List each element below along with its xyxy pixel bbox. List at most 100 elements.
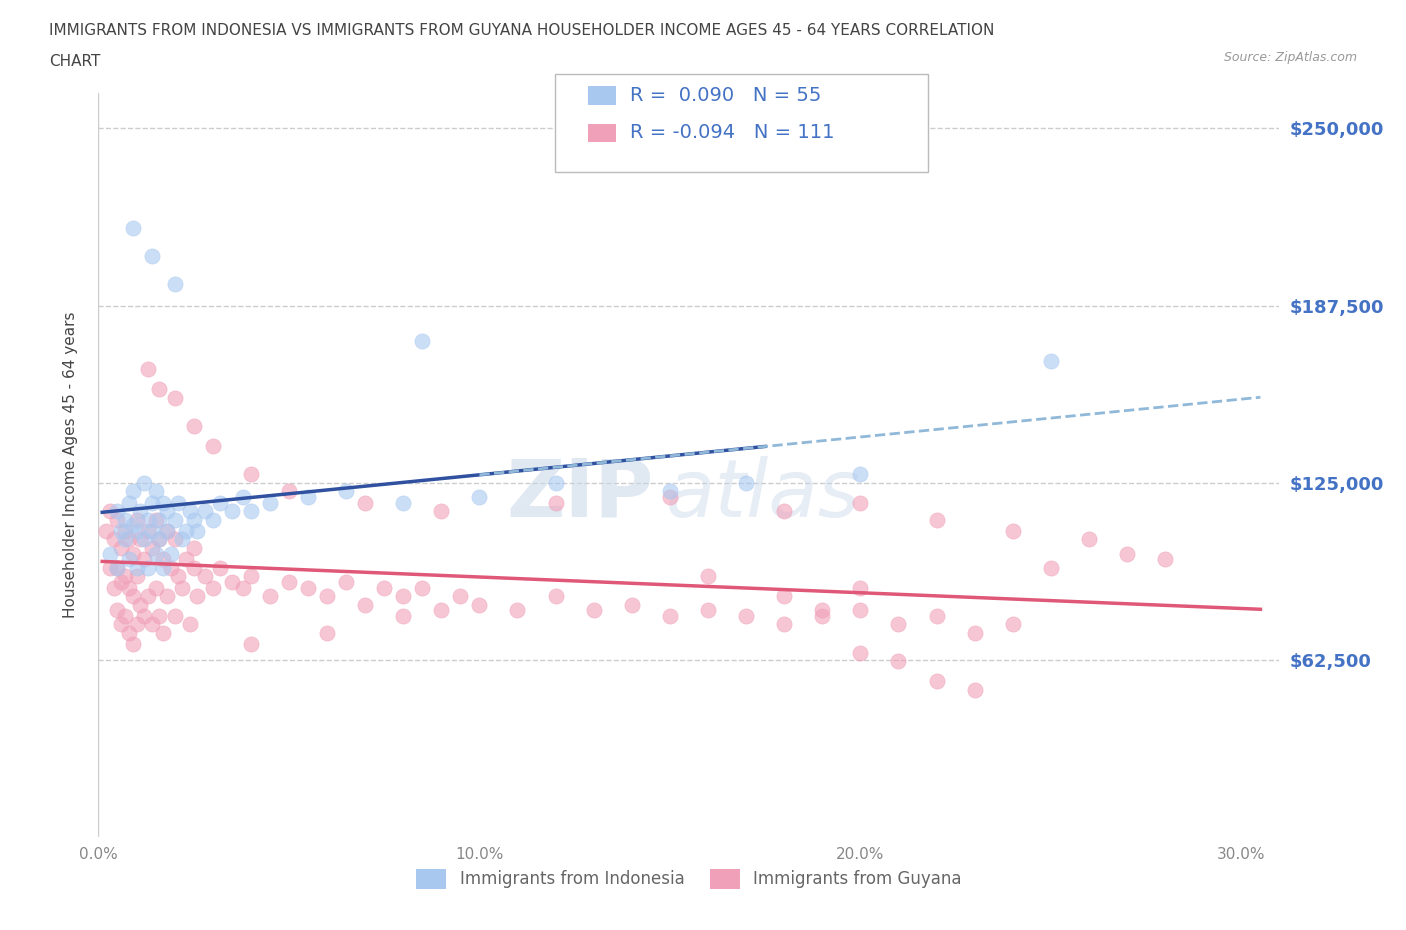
Point <box>167 495 190 510</box>
Point <box>849 495 872 510</box>
Point <box>110 540 132 555</box>
Point <box>148 512 170 527</box>
Point <box>316 626 339 641</box>
Point <box>152 495 174 510</box>
Point <box>103 580 125 595</box>
Point <box>134 532 156 547</box>
Point <box>232 489 254 504</box>
Point <box>335 484 357 498</box>
Point <box>201 580 224 595</box>
Point <box>411 580 433 595</box>
Point <box>129 597 152 612</box>
Point <box>186 589 208 604</box>
Point <box>121 518 143 533</box>
Point <box>544 495 567 510</box>
Point <box>392 589 415 604</box>
Point <box>156 504 179 519</box>
Point <box>183 512 205 527</box>
Point <box>209 495 232 510</box>
Point <box>141 540 163 555</box>
Point <box>107 504 129 519</box>
Point <box>98 560 121 575</box>
Point <box>136 362 159 377</box>
Point <box>163 512 186 527</box>
Point <box>118 580 141 595</box>
Point <box>114 512 136 527</box>
Point <box>114 608 136 623</box>
Point <box>221 575 243 590</box>
Point <box>887 654 910 669</box>
Point <box>152 560 174 575</box>
Point <box>277 575 299 590</box>
Point <box>887 617 910 631</box>
Point <box>735 608 758 623</box>
Point <box>468 597 491 612</box>
Point <box>98 546 121 561</box>
Point <box>1039 353 1062 368</box>
Point <box>259 589 281 604</box>
Point <box>134 551 156 566</box>
Point <box>963 626 986 641</box>
Text: IMMIGRANTS FROM INDONESIA VS IMMIGRANTS FROM GUYANA HOUSEHOLDER INCOME AGES 45 -: IMMIGRANTS FROM INDONESIA VS IMMIGRANTS … <box>49 23 994 38</box>
Point <box>449 589 471 604</box>
Point <box>183 418 205 433</box>
Point <box>163 277 186 292</box>
Point <box>1001 524 1024 538</box>
Point <box>239 504 262 519</box>
Point <box>136 589 159 604</box>
Point <box>183 560 205 575</box>
Point <box>121 589 143 604</box>
Point <box>118 532 141 547</box>
Point <box>430 603 453 618</box>
Point <box>620 597 643 612</box>
Point <box>194 569 217 584</box>
Point <box>297 489 319 504</box>
Point <box>145 580 167 595</box>
Text: R =  0.090   N = 55: R = 0.090 N = 55 <box>630 86 821 105</box>
Point <box>141 617 163 631</box>
Point <box>110 575 132 590</box>
Text: R = -0.094   N = 111: R = -0.094 N = 111 <box>630 124 834 142</box>
Point <box>121 220 143 235</box>
Point <box>141 248 163 263</box>
Point <box>201 512 224 527</box>
Point <box>811 608 834 623</box>
Point <box>373 580 395 595</box>
Point <box>103 532 125 547</box>
Point <box>430 504 453 519</box>
Point <box>125 569 148 584</box>
Point <box>107 512 129 527</box>
Point <box>925 608 948 623</box>
Point <box>194 504 217 519</box>
Point <box>110 524 132 538</box>
Point <box>174 551 197 566</box>
Y-axis label: Householder Income Ages 45 - 64 years: Householder Income Ages 45 - 64 years <box>63 312 77 618</box>
Point <box>1001 617 1024 631</box>
Point <box>163 532 186 547</box>
Point <box>141 495 163 510</box>
Point <box>125 617 148 631</box>
Point <box>582 603 605 618</box>
Point <box>658 489 681 504</box>
Point <box>354 495 377 510</box>
Point <box>811 603 834 618</box>
Point <box>297 580 319 595</box>
Point <box>201 438 224 453</box>
Text: Source: ZipAtlas.com: Source: ZipAtlas.com <box>1223 51 1357 64</box>
Point <box>167 569 190 584</box>
Point <box>849 603 872 618</box>
Point <box>1078 532 1101 547</box>
Point <box>134 608 156 623</box>
Point <box>107 603 129 618</box>
Point <box>392 608 415 623</box>
Point <box>125 512 148 527</box>
Point <box>925 512 948 527</box>
Point <box>121 546 143 561</box>
Point <box>136 512 159 527</box>
Point <box>156 524 179 538</box>
Point <box>134 475 156 490</box>
Point <box>159 546 181 561</box>
Text: atlas: atlas <box>665 456 860 534</box>
Point <box>94 524 117 538</box>
Point <box>658 484 681 498</box>
